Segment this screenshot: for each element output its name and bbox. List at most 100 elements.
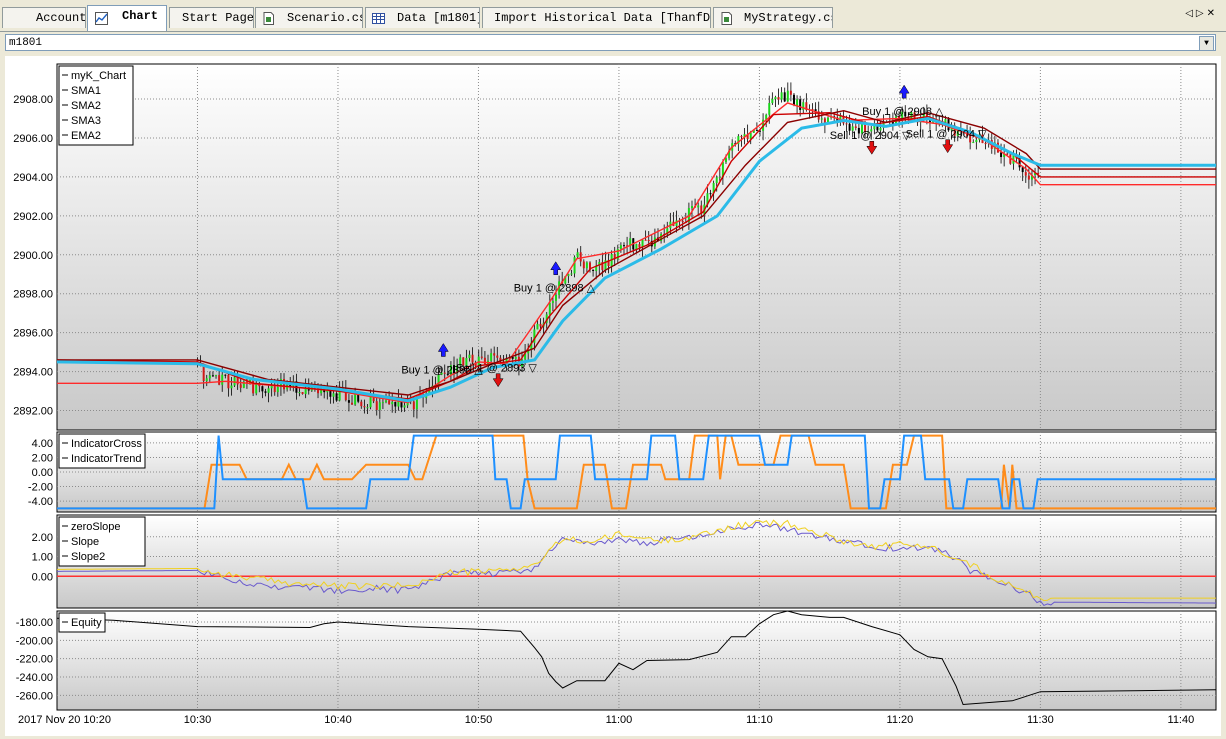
y-tick-label: 2900.00: [13, 250, 53, 262]
candle-body: [728, 150, 731, 159]
candle-body: [533, 329, 536, 343]
tab-scroll-left-icon[interactable]: ◁: [1185, 8, 1196, 19]
line-slope2: [57, 519, 1216, 602]
candle-body: [740, 136, 743, 138]
buy-arrow-icon: [898, 84, 910, 99]
candle-body: [459, 357, 462, 366]
candle-body: [857, 127, 860, 134]
tab-start-page[interactable]: Start Page: [169, 7, 254, 28]
tab-mystrategy-cs[interactable]: MyStrategy.cs: [713, 7, 833, 28]
tab-account[interactable]: Account: [2, 7, 86, 28]
tab-scenario-cs[interactable]: Scenario.cs: [255, 7, 363, 28]
buy-label: Buy 1 @ 2895 △: [401, 364, 483, 376]
chevron-down-icon[interactable]: ▼: [1199, 36, 1214, 51]
candle-body: [595, 265, 598, 271]
cs-file-icon: [720, 12, 733, 25]
y-tick-label: 1.00: [32, 552, 53, 564]
panel-plot-area: [56, 514, 1217, 609]
candle-body: [261, 386, 264, 392]
candle-body: [1018, 158, 1021, 168]
candle-body: [230, 385, 233, 389]
candle-body: [335, 393, 338, 401]
tab-chart[interactable]: Chart: [87, 5, 167, 31]
candle-body: [901, 111, 904, 120]
y-tick-label: -4.00: [28, 496, 53, 508]
candle-body: [415, 396, 418, 410]
candle-body: [298, 392, 301, 394]
sell-marker: Sell 1 @ 2904 ▽: [830, 130, 911, 155]
candle-body: [864, 124, 867, 133]
candle-body: [366, 407, 369, 409]
candle-body: [956, 130, 959, 136]
candle-body: [1009, 154, 1012, 164]
candle-body: [601, 262, 604, 270]
candle-body: [675, 220, 678, 226]
close-icon[interactable]: ✕: [1206, 8, 1218, 19]
candle-body: [820, 118, 823, 120]
candle-body: [456, 365, 459, 374]
candle-body: [329, 389, 332, 397]
y-tick-label: 2892.00: [13, 406, 53, 418]
candle-body: [743, 134, 746, 138]
candle-body: [641, 239, 644, 248]
candle-body: [440, 372, 443, 375]
candle-body: [690, 206, 693, 209]
candle-body: [780, 92, 783, 100]
candle-body: [443, 372, 446, 374]
candle-body: [378, 402, 381, 410]
candle-body: [613, 254, 616, 260]
candle-body: [932, 121, 935, 123]
candle-body: [823, 118, 826, 124]
candle-body: [758, 130, 761, 132]
ma-line-ema2: [56, 116, 1216, 403]
instrument-selector[interactable]: m1801 ▼: [5, 34, 1216, 51]
candle-body: [811, 109, 814, 111]
candle-body: [394, 401, 397, 407]
candle-body: [539, 323, 542, 327]
chart-area[interactable]: 2908.00 2906.00 2904.00 2902.00 2900.00 2898.…: [5, 56, 1221, 736]
candle-body: [357, 392, 360, 402]
legend-box: [58, 433, 146, 469]
tab-data-m1801[interactable]: Data [m1801]: [365, 7, 480, 28]
candle-body: [635, 244, 638, 250]
candle-body: [891, 120, 894, 125]
candle-body: [233, 377, 236, 386]
candle-body: [814, 109, 817, 112]
candle-body: [876, 123, 879, 131]
legend-entry: SMA2: [71, 100, 101, 112]
candle-body: [700, 205, 703, 215]
candle-body: [400, 398, 403, 408]
candle-body: [202, 365, 205, 382]
candle-body: [802, 102, 805, 110]
legend-entry: IndicatorTrend: [71, 453, 142, 465]
table-icon: [372, 12, 385, 25]
candle-body: [752, 129, 755, 133]
ma-line-sma3: [57, 109, 1216, 396]
x-axis: 2017 Nov 20 10:20 10:30 10:40 10:50 11:00 11:…: [18, 714, 1194, 726]
candle-body: [576, 252, 579, 258]
legend-box: [58, 65, 134, 146]
series-group-slope: [57, 519, 1217, 607]
candle-body: [474, 362, 477, 366]
tab-scroll-right-icon[interactable]: ▷: [1195, 8, 1207, 19]
cs-file-icon: [262, 12, 275, 25]
candle-body: [573, 257, 576, 274]
candle-body: [854, 126, 857, 128]
chart-canvas[interactable]: 2908.00 2906.00 2904.00 2902.00 2900.00 2898.…: [5, 56, 1221, 736]
legend-box: [58, 516, 146, 567]
buy-marker: Buy 1 @ 2908 △: [862, 84, 944, 118]
candle-body: [647, 239, 650, 241]
line-slope: [57, 521, 1217, 607]
legend-entry: Slope: [71, 536, 99, 548]
x-tick-label: 11:20: [887, 714, 914, 726]
candle-body: [644, 239, 647, 241]
buy-label: Buy 1 @ 2908 △: [862, 106, 944, 118]
tab-label: Data [m1801]: [397, 11, 480, 25]
candle-body: [870, 129, 873, 132]
y-tick-label: -240.00: [16, 672, 53, 684]
tab-label: Scenario.cs: [287, 11, 363, 25]
line-equity: [56, 610, 1217, 706]
candle-body: [403, 405, 406, 408]
tab-import-historical-data[interactable]: Import Historical Data [ThanfData]: [482, 7, 711, 28]
candle-body: [375, 401, 378, 410]
